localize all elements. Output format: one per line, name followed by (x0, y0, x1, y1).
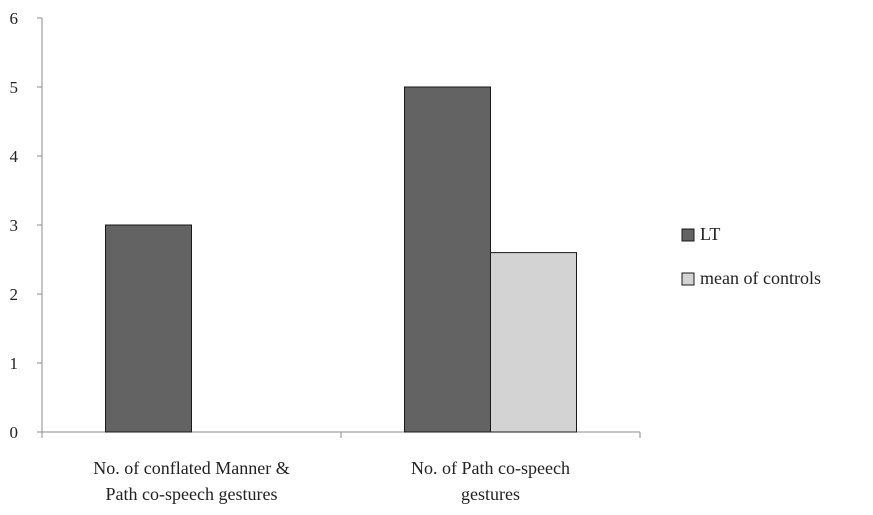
y-tick-label: 4 (10, 147, 19, 166)
legend-label-lt: LT (700, 224, 720, 244)
bars (105, 86, 577, 433)
bar-mean-of-controls-2 (490, 252, 577, 433)
y-tick-label: 2 (10, 285, 19, 304)
y-tick-label: 0 (10, 423, 19, 442)
legend-swatch-lt (681, 228, 695, 242)
x-tick-label: gestures (461, 484, 520, 504)
x-tick-label: No. of conflated Manner & (93, 458, 289, 478)
bar-lt-2 (404, 86, 491, 433)
y-tick-label: 3 (10, 216, 19, 235)
bar-lt-1 (105, 224, 192, 433)
legend: LT mean of controls (681, 224, 821, 288)
y-tick-label: 6 (10, 9, 19, 28)
x-tick-label: Path co-speech gestures (106, 484, 278, 504)
legend-swatch-mean-of-controls (681, 272, 695, 286)
x-tick-label: No. of Path co-speech (411, 458, 570, 478)
legend-label-mean-of-controls: mean of controls (700, 268, 821, 288)
y-tick-label: 5 (10, 78, 19, 97)
y-tick-label: 1 (10, 354, 19, 373)
x-tick-labels: No. of conflated Manner & Path co-speech … (93, 458, 570, 504)
